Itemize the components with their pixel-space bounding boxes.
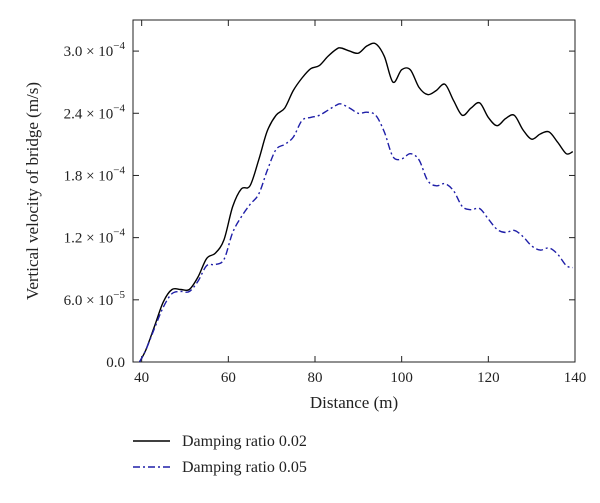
y-tick-label: 3.0 × 10−4 xyxy=(64,40,126,60)
x-tick-label: 40 xyxy=(134,370,149,386)
x-tick-label: 100 xyxy=(390,370,413,386)
x-tick-label: 80 xyxy=(308,370,323,386)
series-layer xyxy=(138,42,574,363)
y-tick-label: 1.8 × 10−4 xyxy=(64,164,126,184)
legend-label-series-1: Damping ratio 0.02 xyxy=(182,433,307,450)
x-tick-label: 60 xyxy=(221,370,236,386)
x-axis: 40 60 80 100 120 140 xyxy=(134,20,586,386)
legend: Damping ratio 0.02 Damping ratio 0.05 xyxy=(133,433,307,476)
y-tick-label: 1.2 × 10−4 xyxy=(64,227,126,247)
series-line-1 xyxy=(138,42,574,363)
series-line-2 xyxy=(138,103,574,363)
y-tick-label: 0.0 xyxy=(106,355,125,371)
x-axis-label: Distance (m) xyxy=(310,393,398,412)
x-tick-label: 120 xyxy=(477,370,500,386)
y-axis-label: Vertical velocity of bridge (m/s) xyxy=(23,82,42,300)
x-tick-label: 140 xyxy=(564,370,587,386)
y-tick-label: 6.0 × 10−5 xyxy=(64,289,126,309)
y-axis: 0.0 6.0 × 10−5 1.2 × 10−4 1.8 × 10−4 2.4 × 1… xyxy=(64,40,575,371)
legend-label-series-2: Damping ratio 0.05 xyxy=(182,459,307,476)
y-tick-label: 2.4 × 10−4 xyxy=(64,102,126,122)
plot-frame xyxy=(132,19,576,363)
